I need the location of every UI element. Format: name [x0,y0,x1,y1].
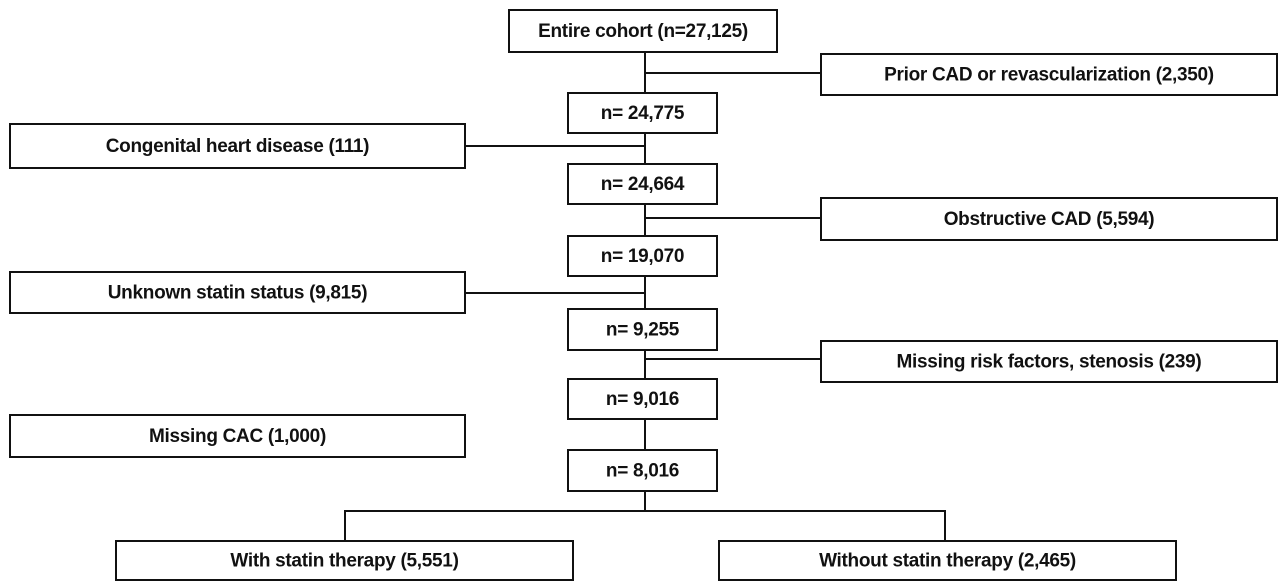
node-label: Without statin therapy (2,465) [819,551,1076,572]
node-label: n= 9,255 [606,320,680,341]
node-label: n= 9,016 [606,389,679,410]
node-label: With statin therapy (5,551) [230,551,458,572]
node-box [718,540,1177,581]
node: Obstructive CAD (5,594) [820,197,1278,241]
node-label: Missing CAC (1,000) [149,426,326,447]
node-box [9,123,466,169]
node: Without statin therapy (2,465) [718,540,1177,581]
node: Entire cohort (n=27,125) [508,9,778,53]
node-label: Unknown statin status (9,815) [108,283,367,304]
node-box [820,340,1278,383]
node-box [820,53,1278,96]
node-box [115,540,574,581]
node-label: n= 24,775 [601,103,685,124]
node: Congenital heart disease (111) [9,123,466,169]
node-label: Prior CAD or revascularization (2,350) [884,65,1214,86]
node-box [567,92,718,134]
node-box [567,378,718,420]
node: n= 8,016 [567,449,718,492]
node: Missing risk factors, stenosis (239) [820,340,1278,383]
node: Missing CAC (1,000) [9,414,466,458]
node-box [567,235,718,277]
node: n= 24,775 [567,92,718,134]
node-box [508,9,778,53]
node-label: n= 19,070 [601,246,684,267]
node-label: Entire cohort (n=27,125) [538,21,748,42]
node-box [9,271,466,314]
node: n= 19,070 [567,235,718,277]
node: n= 9,255 [567,308,718,351]
node: n= 9,016 [567,378,718,420]
node-box [820,197,1278,241]
node: Prior CAD or revascularization (2,350) [820,53,1278,96]
node: n= 24,664 [567,163,718,205]
connectors [344,52,946,541]
node: With statin therapy (5,551) [115,540,574,581]
node-label: Obstructive CAD (5,594) [944,209,1155,230]
boxes: Entire cohort (n=27,125) Prior CAD or rev… [9,9,1278,581]
node-label: Congenital heart disease (111) [106,136,369,157]
node: Unknown statin status (9,815) [9,271,466,314]
node-label: n= 8,016 [606,461,679,482]
node-box [567,449,718,492]
node-box [9,414,466,458]
node-box [567,163,718,205]
node-label: Missing risk factors, stenosis (239) [897,352,1202,373]
node-box [567,308,718,351]
node-label: n= 24,664 [601,174,685,195]
